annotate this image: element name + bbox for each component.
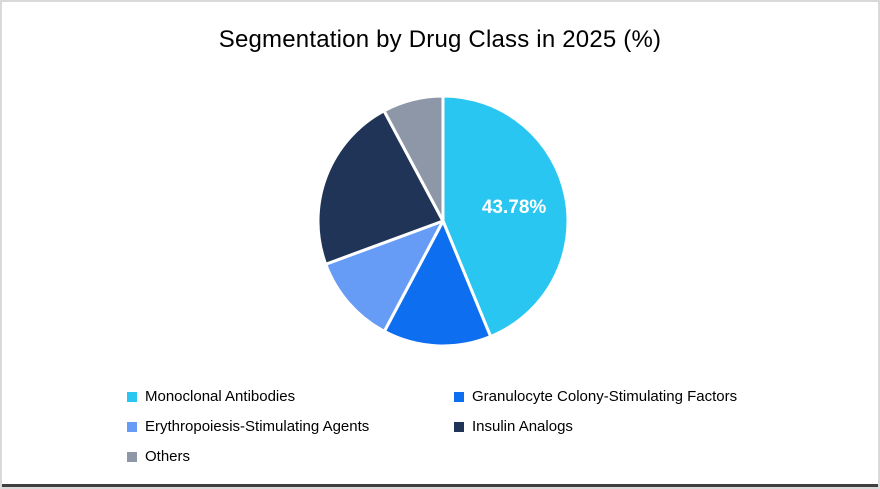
- legend-item-granulocyte-colony-stimulating-factors: Granulocyte Colony-Stimulating Factors: [454, 388, 737, 405]
- legend-label: Others: [145, 448, 191, 465]
- legend-label: Granulocyte Colony-Stimulating Factors: [472, 388, 738, 405]
- legend-item-erythropoiesis-stimulating-agents: Erythropoiesis-Stimulating Agents: [127, 418, 454, 435]
- bottom-edge-divider: [2, 484, 878, 487]
- legend-label: Erythropoiesis-Stimulating Agents: [145, 418, 370, 435]
- legend-swatch-icon: [454, 391, 464, 402]
- pie-slice-granulocyte-colony-stimulating-factors: [382, 219, 493, 348]
- legend-swatch-icon: [454, 421, 464, 432]
- legend-label: Insulin Analogs: [472, 418, 573, 435]
- pie-data-label: 43.78%: [482, 197, 547, 218]
- legend-swatch-icon: [127, 451, 137, 462]
- pie-chart: 43.78%: [316, 94, 570, 348]
- pie-slice-others: [382, 94, 445, 223]
- legend-item-monoclonal-antibodies: Monoclonal Antibodies: [127, 388, 454, 405]
- legend-swatch-icon: [127, 391, 137, 402]
- pie-slice-monoclonal-antibodies: [441, 94, 570, 339]
- chart-title: Segmentation by Drug Class in 2025 (%): [218, 26, 662, 53]
- legend-label: Monoclonal Antibodies: [145, 388, 296, 405]
- pie-slice-insulin-analogs: [316, 109, 445, 266]
- chart-legend: Monoclonal Antibodies Granulocyte Colony…: [127, 388, 737, 465]
- legend-item-others: Others: [127, 448, 454, 465]
- legend-swatch-icon: [127, 421, 137, 432]
- pie-slice-erythropoiesis-stimulating-agents: [324, 219, 445, 333]
- legend-item-insulin-analogs: Insulin Analogs: [454, 418, 737, 435]
